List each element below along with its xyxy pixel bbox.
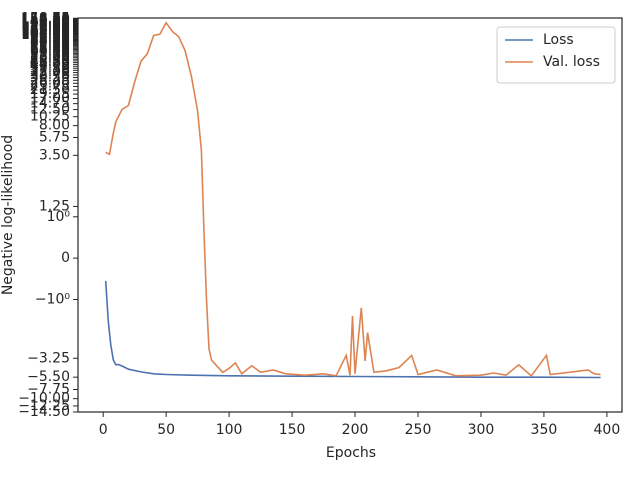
x-tick-label: 0 [99,422,108,438]
legend-label: Val. loss [543,54,600,70]
line-series [104,280,601,379]
y-tick-label: 138.50 [21,15,70,31]
y-tick-label: 154.25 [21,11,70,27]
y-tick-label: −12.25 [18,398,70,414]
y-tick-label: 147.50 [21,13,70,29]
line-series [105,21,601,377]
y-tick-label: −7.75 [27,381,70,397]
y-tick-label: 73.25 [30,38,70,54]
y-tick-label: 35.00 [30,65,70,81]
y-tick-label: 0 [61,250,70,266]
y-tick-label: 3.50 [39,147,70,163]
y-tick-label: 75.50 [30,37,70,53]
y-tick-label: 80.00 [30,35,70,51]
y-tick-label: 68.75 [30,40,70,56]
x-tick-label: 250 [405,422,432,438]
y-tick-label: 57.50 [30,47,70,63]
axes-frame [77,17,623,413]
legend-box [496,26,616,84]
y-tick-label: 64.25 [30,43,70,59]
y-tick-label: 10⁰ [47,209,71,225]
y-tick-label: −10.00 [18,391,70,407]
x-tick-label: 200 [342,422,369,438]
y-tick-label: 116.00 [21,22,70,38]
y-tick-label: 107.00 [21,24,70,40]
y-tick-label: −14.50 [18,404,70,420]
y-tick-label: 91.25 [30,30,70,46]
y-tick-label: 156.50 [21,11,70,27]
y-tick-label: 118.25 [21,21,70,37]
y-tick-label: 12.50 [30,102,70,118]
y-tick-label: 95.75 [30,28,70,44]
y-tick-label: 102.50 [21,26,70,42]
y-tick-label: 140.75 [21,15,70,31]
y-tick-label: 125.00 [21,19,70,35]
y-tick-label: 89.00 [30,31,70,47]
y-tick-label: 21.50 [30,82,70,98]
y-tick-label: 120.50 [21,20,70,36]
y-tick-label: 44.00 [30,56,70,72]
y-tick-label: 143.00 [21,14,70,30]
y-tick-label: 48.50 [30,53,70,69]
x-tick-label: 300 [468,422,495,438]
y-axis-label: Negative log-likelihood [0,135,16,295]
y-tick-label: 53.00 [30,50,70,66]
x-tick-label: 150 [279,422,306,438]
y-tick-label: 145.25 [21,13,70,29]
y-tick-label: 59.75 [30,45,70,61]
legend-label: Loss [543,32,574,48]
y-tick-label: 127.25 [21,18,70,34]
y-tick-label: 66.50 [30,42,70,58]
y-tick-label: 149.75 [21,12,70,28]
y-tick-label: 39.50 [30,60,70,76]
y-tick-label: 28.25 [30,72,70,88]
y-tick-label: 10.25 [30,109,70,125]
y-tick-label: 131.75 [21,17,70,33]
y-tick-label: 32.75 [30,67,70,83]
y-tick-label: 77.75 [30,36,70,52]
y-tick-label: 30.50 [30,70,70,86]
y-tick-label: 104.75 [21,25,70,41]
y-tick-label: 158.75 [21,10,70,26]
y-tick-label: 55.25 [30,48,70,64]
y-tick-label: 111.50 [21,23,70,39]
y-tick-label: −5.50 [27,369,70,385]
y-tick-label: 50.75 [30,51,70,67]
y-tick-label: 98.00 [30,28,70,44]
x-tick-label: 100 [216,422,243,438]
y-tick-label: 8.00 [39,118,70,134]
y-tick-label: 93.50 [30,29,70,45]
x-axis-label: Epochs [326,445,376,461]
y-tick-label: 71.00 [30,39,70,55]
y-tick-label: 26.00 [30,75,70,91]
y-tick-label: 23.75 [30,79,70,95]
y-tick-label: −3.25 [27,350,70,366]
y-tick-label: 82.25 [30,34,70,50]
y-tick-label: 129.50 [21,18,70,34]
y-tick-label: 134.00 [21,16,70,32]
y-tick-label: 100.25 [21,27,70,43]
y-tick-label: 122.75 [21,20,70,36]
y-tick-label: 113.75 [21,22,70,38]
y-tick-label: −10⁰ [35,291,71,307]
x-tick-label: 350 [531,422,558,438]
y-tick-label: 46.25 [30,55,70,71]
y-tick-label: 19.25 [30,86,70,102]
y-tick-label: 152.00 [21,12,70,28]
y-tick-label: 136.25 [21,16,70,32]
x-tick-label: 400 [594,422,621,438]
y-tick-label: 62.00 [30,44,70,60]
y-tick-label: 84.50 [30,33,70,49]
y-tick-label: 5.75 [39,129,70,145]
y-tick-label: 86.75 [30,32,70,48]
x-tick-label: 50 [157,422,175,438]
y-tick-label: 109.25 [21,24,70,40]
y-tick-label: 1.25 [39,198,70,214]
y-tick-label: 17.00 [30,91,70,107]
y-tick-label: 37.25 [30,62,70,78]
y-tick-label: 41.75 [30,58,70,74]
y-tick-label: 14.75 [30,96,70,112]
